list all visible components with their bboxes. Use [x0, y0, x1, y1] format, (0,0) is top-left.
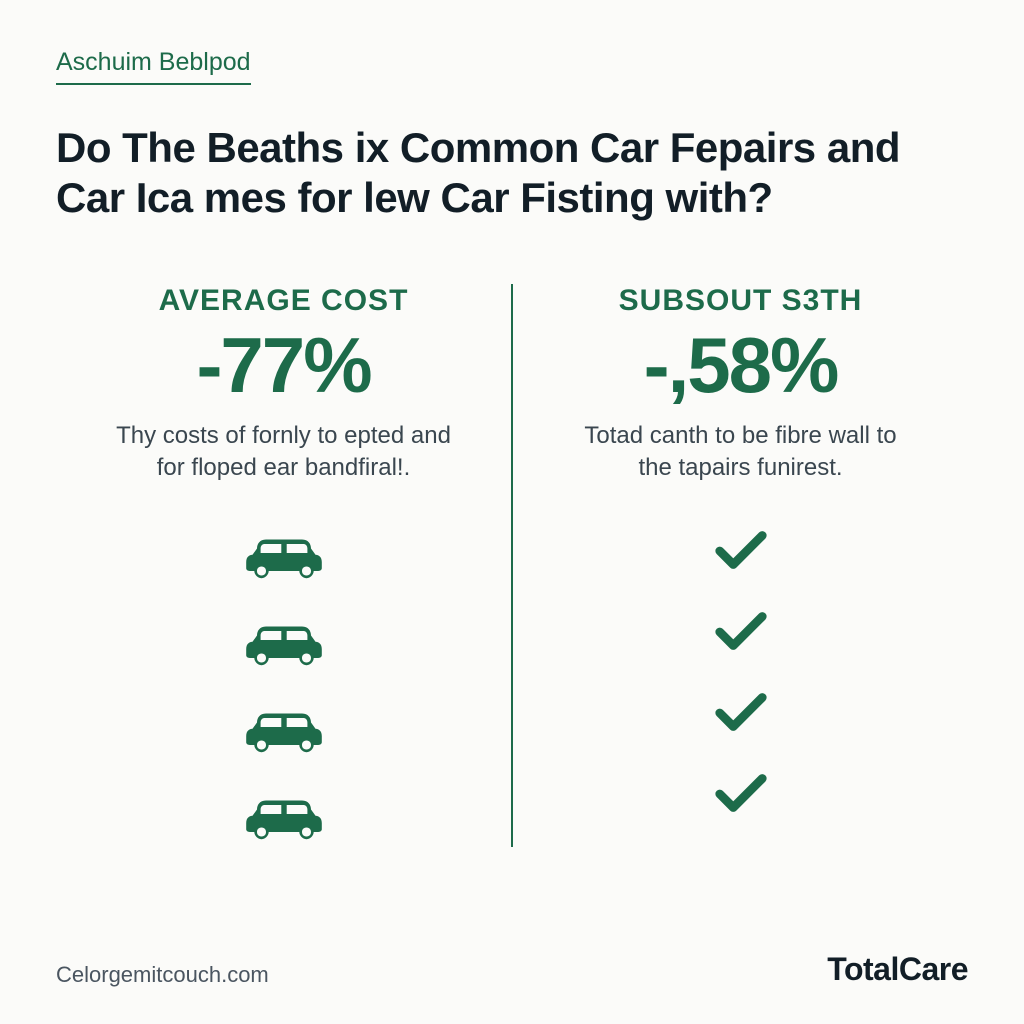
header-label: Aschuim Beblpod — [56, 48, 251, 85]
footer: Celorgemitcouch.com TotalCare — [56, 951, 968, 988]
stats-columns: AVERAGE COST -77% Thy costs of fornly to… — [56, 284, 968, 847]
check-icon — [712, 606, 770, 661]
left-stat-label: AVERAGE COST — [159, 284, 409, 318]
car-icon — [239, 786, 329, 847]
right-stat-description: Totad canth to be fibre wall to the tapa… — [581, 420, 901, 485]
footer-source: Celorgemitcouch.com — [56, 962, 269, 988]
right-stat-label: SUBSOUT S3TH — [619, 284, 863, 318]
right-icons-stack — [712, 525, 770, 823]
left-stat-description: Thy costs of fornly to epted and for flo… — [104, 420, 464, 485]
footer-brand: TotalCare — [827, 951, 968, 988]
right-column: SUBSOUT S3TH -,58% Totad canth to be fib… — [513, 284, 968, 847]
right-stat-value: -,58% — [644, 326, 838, 404]
car-icon — [239, 612, 329, 673]
left-stat-value: -77% — [196, 326, 370, 404]
car-icon — [239, 525, 329, 586]
check-icon — [712, 768, 770, 823]
left-column: AVERAGE COST -77% Thy costs of fornly to… — [56, 284, 511, 847]
car-icon — [239, 699, 329, 760]
check-icon — [712, 525, 770, 580]
check-icon — [712, 687, 770, 742]
page-title: Do The Beaths ix Common Car Fepairs and … — [56, 123, 968, 224]
left-icons-stack — [239, 525, 329, 847]
